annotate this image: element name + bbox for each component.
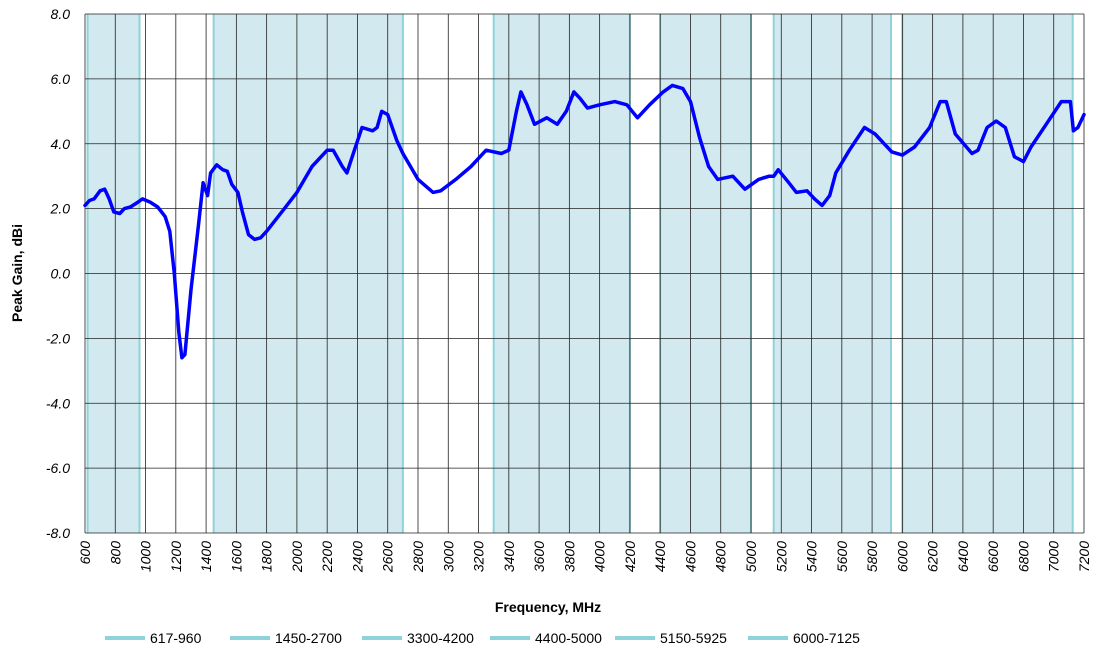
gain-line [83,83,1086,360]
x-tick-label: 2400 [349,541,365,573]
x-tick-label: 3200 [471,541,487,572]
x-tick-label: 4800 [713,541,729,572]
legend-item: 3300-4200 [362,630,474,646]
y-tick-label: 8.0 [51,6,71,22]
legend-item: 4400-5000 [490,630,602,646]
x-tick-label: 2600 [380,541,396,573]
x-tick-label: 6200 [925,541,941,572]
legend-item: 1450-2700 [230,630,342,646]
x-tick-label: 4200 [622,541,638,572]
x-tick-label: 6000 [894,541,910,572]
x-axis-label: Frequency, MHz [495,599,601,615]
x-tick-label: 2200 [319,541,335,573]
x-tick-label: 1800 [259,541,275,572]
y-axis-label: Peak Gain, dBi [9,224,25,322]
x-tick-label: 5200 [773,541,789,572]
x-tick-label: 5800 [864,541,880,572]
x-tick-label: 3800 [561,541,577,572]
x-tick-label: 3000 [440,541,456,572]
y-tick-label: -4.0 [46,395,70,411]
x-tick-label: 1000 [138,541,154,572]
x-tick-label: 5600 [834,541,850,572]
x-tick-label: 1400 [198,541,214,572]
x-tick-label: 2000 [289,541,305,573]
y-tick-label: 4.0 [51,136,71,152]
y-tick-label: 0.0 [51,266,71,282]
x-tick-label: 600 [77,541,93,565]
y-tick-label: 2.0 [50,201,71,217]
x-tick-label: 6400 [955,541,971,572]
x-tick-label: 3600 [531,541,547,572]
x-tick-label: 6600 [985,541,1001,572]
x-tick-label: 5000 [743,541,759,572]
x-tick-label: 1600 [228,541,244,572]
legend-item: 617-960 [105,630,202,646]
legend-label: 5150-5925 [660,630,727,646]
legend-label: 6000-7125 [793,630,860,646]
x-tick-label: 4000 [592,541,608,572]
x-tick-label: 7000 [1046,541,1062,572]
y-tick-label: -2.0 [46,330,70,346]
legend-label: 1450-2700 [275,630,342,646]
x-tick-label: 5400 [804,541,820,572]
legend-item: 6000-7125 [748,630,860,646]
x-tick-label: 7200 [1076,541,1092,572]
y-tick-label: -8.0 [46,525,70,541]
legend-item: 5150-5925 [615,630,727,646]
x-tick-label: 3400 [501,541,517,572]
x-tick-label: 1200 [168,541,184,572]
x-tick-label: 6800 [1015,541,1031,572]
y-tick-label: -6.0 [46,460,70,476]
legend-label: 3300-4200 [407,630,474,646]
legend-label: 4400-5000 [535,630,602,646]
x-tick-label: 4600 [682,541,698,572]
y-tick-label: 6.0 [51,71,71,87]
x-tick-label: 800 [107,541,123,565]
legend-label: 617-960 [150,630,202,646]
x-tick-label: 2800 [410,541,426,573]
x-tick-label: 4400 [652,541,668,572]
